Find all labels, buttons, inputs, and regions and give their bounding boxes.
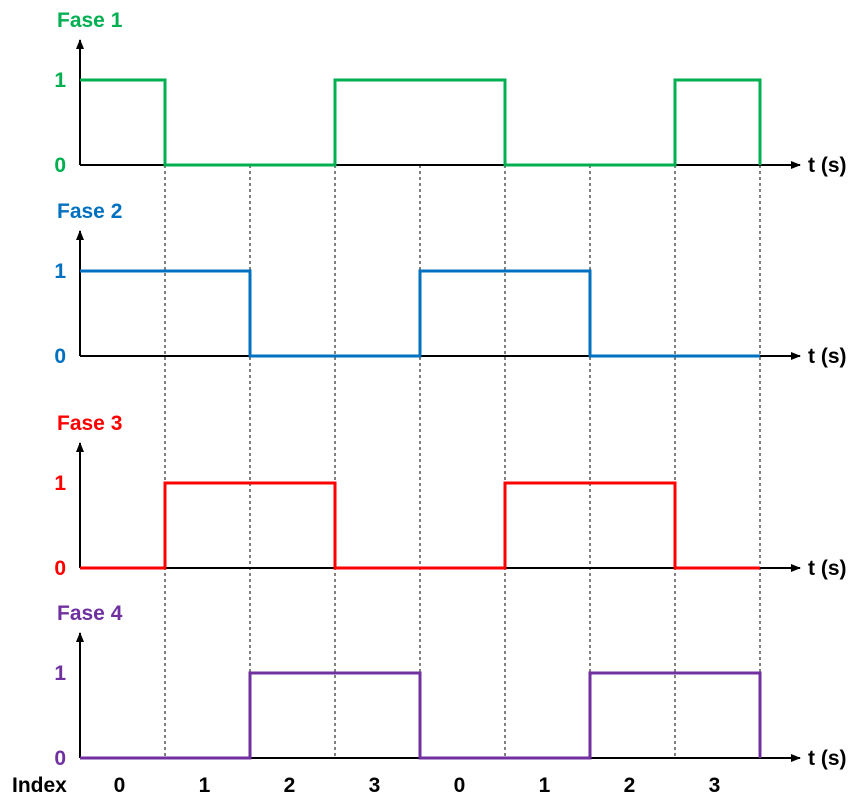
x-axis-label: t (s) [808, 557, 847, 580]
x-axis-label: t (s) [808, 747, 847, 770]
waveform-4 [80, 671, 762, 760]
x-axis-label: t (s) [808, 345, 847, 368]
index-label: Index [12, 774, 67, 797]
waveform-2 [80, 269, 760, 358]
y-tick-1: 1 [54, 69, 66, 92]
y-tick-1: 1 [54, 260, 66, 283]
index-value: 1 [199, 774, 211, 797]
waveform-1 [80, 78, 762, 167]
y-tick-0: 0 [54, 154, 66, 177]
phase-panel-4: Fase 4 1 0 t (s) [54, 602, 846, 770]
y-tick-0: 0 [54, 345, 66, 368]
index-value: 0 [454, 774, 466, 797]
phase-panels: Fase 110 t (s)Fase 210 t (s)Fase 310 t (s)F… [54, 9, 846, 770]
series-title: Fase 1 [57, 9, 123, 32]
index-value: 3 [369, 774, 381, 797]
phase-panel-3: Fase 3 1 0 t (s) [54, 412, 846, 580]
series-title: Fase 4 [57, 602, 123, 625]
phase-panel-2: Fase 2 1 0 t (s) [54, 200, 846, 368]
y-tick-1: 1 [54, 662, 66, 685]
index-value: 2 [284, 774, 296, 797]
y-tick-1: 1 [54, 472, 66, 495]
index-value: 3 [709, 774, 721, 797]
y-tick-0: 0 [54, 557, 66, 580]
series-title: Fase 3 [57, 412, 122, 435]
x-axis-label: t (s) [808, 154, 847, 177]
index-value: 1 [539, 774, 551, 797]
phase-panel-1: Fase 1 1 0 t (s) [54, 9, 846, 177]
grid-lines [164, 165, 761, 758]
index-value: 2 [624, 774, 636, 797]
index-row: Index 0 1 2 3 0 1 2 3 [12, 774, 720, 797]
series-title: Fase 2 [57, 200, 122, 223]
waveform-3 [80, 481, 760, 570]
y-tick-0: 0 [54, 747, 66, 770]
index-value: 0 [114, 774, 126, 797]
